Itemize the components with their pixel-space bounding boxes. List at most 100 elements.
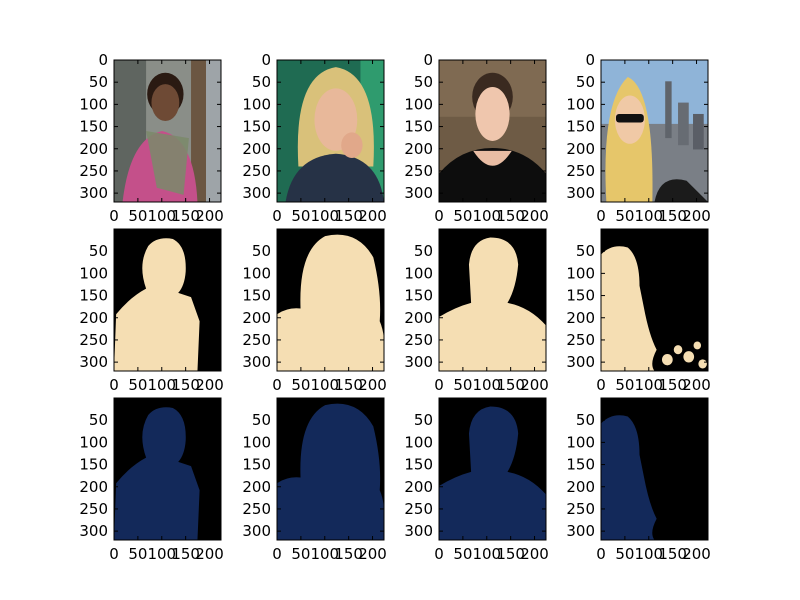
y-tick-label: 200 [566, 140, 595, 158]
y-tick-label: 150 [242, 287, 271, 305]
y-tick-label: 50 [414, 242, 433, 260]
x-tick-label: 100 [472, 207, 501, 225]
y-tick-label: 200 [404, 478, 433, 496]
y-tick-label: 0 [98, 51, 108, 69]
y-tick-label: 150 [79, 118, 108, 136]
x-tick-label: 0 [109, 376, 119, 394]
prediction-image [277, 398, 384, 540]
x-tick-label: 200 [195, 207, 224, 225]
y-tick-label: 100 [242, 264, 271, 282]
x-tick-label: 50 [128, 207, 147, 225]
x-tick-label: 0 [596, 376, 606, 394]
mask-image [114, 229, 221, 371]
y-tick-label: 100 [566, 264, 595, 282]
x-tick-label: 0 [434, 376, 444, 394]
y-tick-label: 300 [79, 522, 108, 540]
x-tick-label: 100 [472, 376, 501, 394]
y-tick-label: 100 [79, 95, 108, 113]
axes-frame [113, 397, 222, 541]
y-tick-label: 100 [79, 433, 108, 451]
axes-frame [276, 397, 385, 541]
x-tick-label: 150 [496, 545, 525, 563]
y-tick-label: 150 [566, 118, 595, 136]
x-tick-label: 0 [272, 376, 282, 394]
x-tick-label: 150 [334, 376, 363, 394]
x-tick-label: 50 [128, 376, 147, 394]
x-tick-label: 0 [109, 207, 119, 225]
x-tick-label: 100 [472, 545, 501, 563]
y-tick-label: 100 [404, 95, 433, 113]
y-tick-label: 250 [404, 162, 433, 180]
mask-image [439, 229, 546, 371]
x-tick-label: 150 [171, 207, 200, 225]
x-tick-label: 100 [147, 376, 176, 394]
mask-image [601, 229, 708, 371]
y-tick-label: 300 [79, 353, 108, 371]
y-tick-label: 300 [242, 522, 271, 540]
y-tick-label: 300 [404, 522, 433, 540]
x-tick-label: 150 [171, 376, 200, 394]
y-tick-label: 150 [79, 287, 108, 305]
y-tick-label: 50 [89, 73, 108, 91]
y-tick-label: 0 [585, 51, 595, 69]
y-tick-label: 300 [242, 353, 271, 371]
x-tick-label: 200 [520, 545, 549, 563]
x-tick-label: 50 [291, 376, 310, 394]
x-tick-label: 150 [334, 207, 363, 225]
x-tick-label: 0 [434, 545, 444, 563]
photo-image [114, 60, 221, 202]
prediction-image [601, 398, 708, 540]
x-tick-label: 150 [658, 376, 687, 394]
y-tick-label: 250 [566, 500, 595, 518]
x-tick-label: 0 [434, 207, 444, 225]
x-tick-label: 100 [634, 207, 663, 225]
y-tick-label: 150 [566, 456, 595, 474]
axes-frame [600, 228, 709, 372]
x-tick-label: 0 [272, 545, 282, 563]
axes-frame [600, 59, 709, 203]
x-tick-label: 50 [128, 545, 147, 563]
y-tick-label: 100 [242, 433, 271, 451]
x-tick-label: 200 [682, 207, 711, 225]
y-tick-label: 200 [79, 309, 108, 327]
y-tick-label: 50 [252, 73, 271, 91]
x-tick-label: 150 [658, 545, 687, 563]
x-tick-label: 150 [171, 545, 200, 563]
y-tick-label: 250 [404, 500, 433, 518]
y-tick-label: 300 [566, 522, 595, 540]
y-tick-label: 150 [242, 118, 271, 136]
y-tick-label: 100 [242, 95, 271, 113]
photo-image [601, 60, 708, 202]
x-tick-label: 150 [496, 207, 525, 225]
y-tick-label: 300 [404, 184, 433, 202]
y-tick-label: 250 [242, 500, 271, 518]
axes-frame [438, 59, 547, 203]
y-tick-label: 200 [566, 309, 595, 327]
x-tick-label: 50 [291, 207, 310, 225]
x-tick-label: 150 [334, 545, 363, 563]
x-tick-label: 200 [358, 545, 387, 563]
x-tick-label: 200 [682, 376, 711, 394]
y-tick-label: 150 [566, 287, 595, 305]
axes-frame [438, 397, 547, 541]
y-tick-label: 150 [404, 456, 433, 474]
y-tick-label: 150 [404, 118, 433, 136]
axes-frame [600, 397, 709, 541]
y-tick-label: 50 [89, 411, 108, 429]
y-tick-label: 0 [261, 51, 271, 69]
x-tick-label: 150 [658, 207, 687, 225]
y-tick-label: 200 [79, 140, 108, 158]
y-tick-label: 300 [242, 184, 271, 202]
axes-frame [276, 228, 385, 372]
photo-image [277, 60, 384, 202]
y-tick-label: 50 [89, 242, 108, 260]
y-tick-label: 50 [576, 73, 595, 91]
y-tick-label: 300 [404, 353, 433, 371]
x-tick-label: 200 [520, 207, 549, 225]
